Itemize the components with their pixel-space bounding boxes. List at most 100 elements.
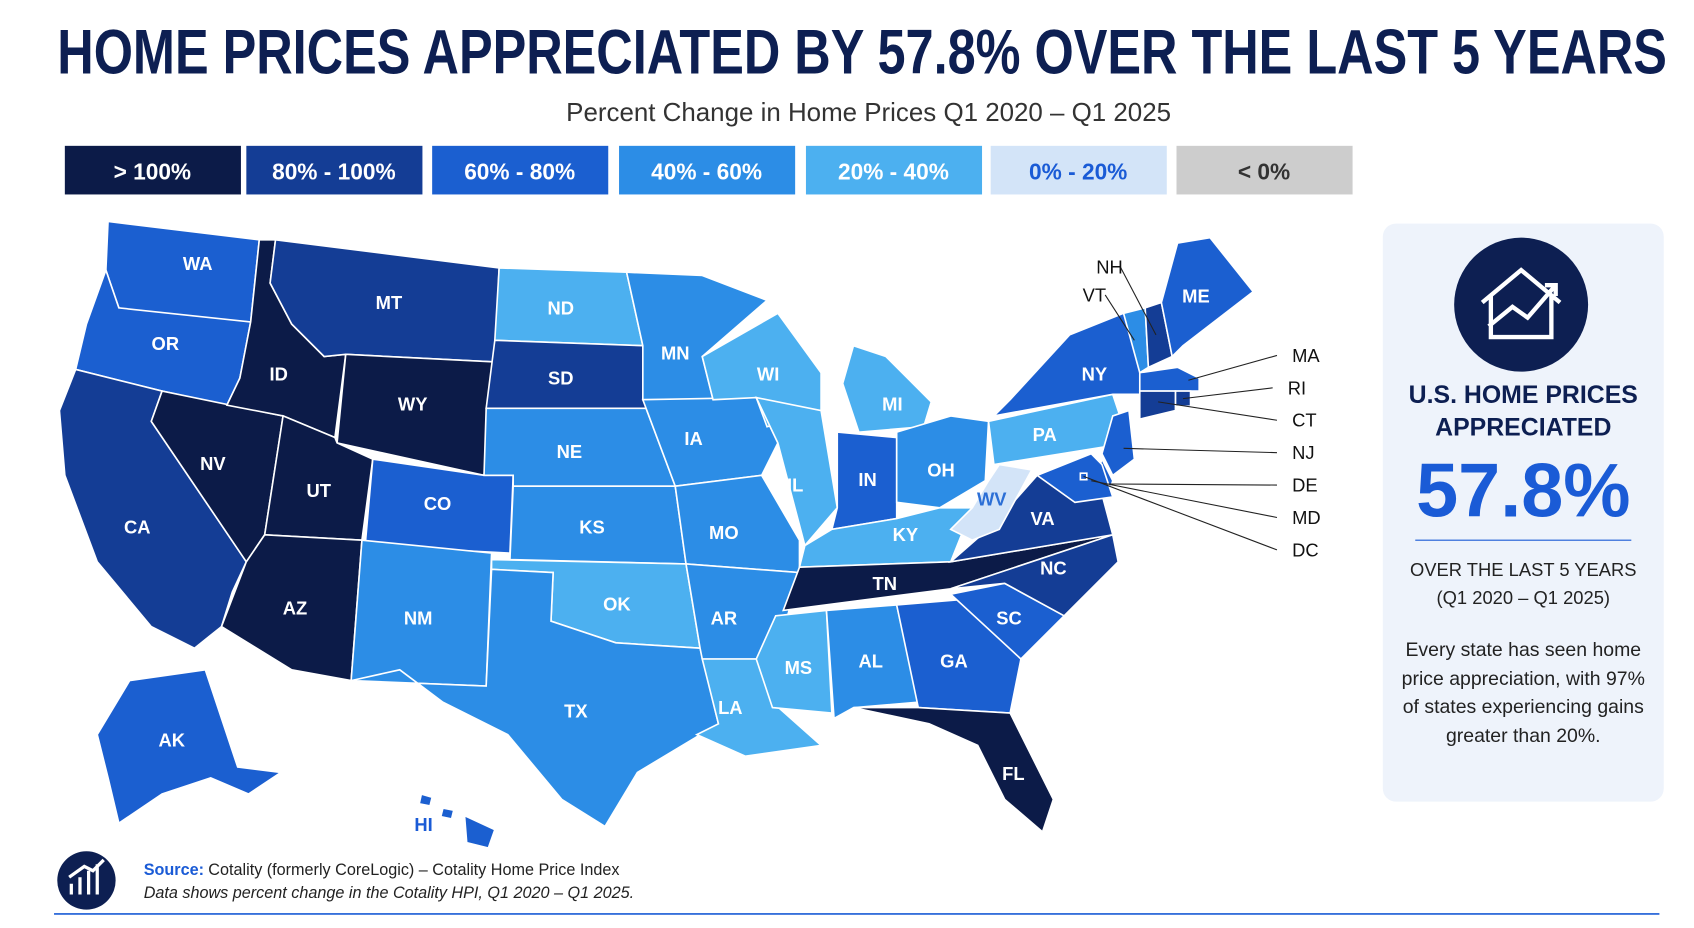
legend-swatch [990,145,1167,195]
state-label: MD [1292,507,1321,528]
legend-label: 60% - 80% [464,158,575,184]
state-label: MA [1292,345,1320,366]
state-label: AL [859,651,883,672]
state-label: MN [661,343,690,364]
state-label: MO [709,522,739,543]
state-label: VT [1083,284,1106,305]
state [1160,236,1255,359]
source-label: Source: [144,861,204,879]
state [674,474,801,574]
state-label: DC [1292,539,1319,560]
map: WA OR CA NV ID MT WY UT CO AZ NM ND SD NE KS OK TX MN IA MO… [58,220,1321,850]
state-label: NM [404,607,433,628]
state-label: UT [306,480,331,501]
state-label: AK [159,730,186,751]
legend-swatch [805,145,983,195]
leader-line [1188,354,1278,381]
state-label: MS [785,657,813,678]
state-label: MI [882,394,902,415]
state-label: AR [711,607,738,628]
callout-panel [1382,223,1664,802]
state-label: OR [152,333,180,354]
state-label: DE [1292,475,1318,496]
footer-source: Source: Cotality (formerly CoreLogic) – C… [144,861,620,879]
state-label: ND [547,297,574,318]
source-text: Cotality (formerly CoreLogic) – Cotality… [208,861,619,879]
state-label: WY [398,394,428,415]
state-label: TX [564,700,588,721]
leader-line [1119,266,1157,336]
state [950,533,1120,617]
state-label: CO [424,493,452,514]
state-label: TN [873,573,897,594]
state-label: KS [579,517,605,538]
state-label: GA [940,651,968,672]
house-icon [1454,237,1589,372]
state-label: WV [977,489,1007,510]
leader-line [1107,483,1277,486]
state [1138,390,1177,421]
footer-icon-lines [68,858,105,895]
leader-line [1123,447,1277,454]
legend: > 100% 80% - 100% 60% - 80% 40% - 60% 20% - … [64,145,1353,195]
state [949,463,1033,542]
state [841,344,933,433]
state-label: WA [183,253,213,274]
state-label: NJ [1292,442,1314,463]
state-label: SD [548,368,574,389]
legend-swatch [1176,145,1353,195]
legend-label: > 100% [114,158,192,184]
callout-period: OVER THE LAST 5 YEARS [1410,559,1637,580]
state [991,312,1144,418]
state-label: OH [927,459,955,480]
state-label: ID [270,363,288,384]
state-label: AZ [283,598,307,619]
legend-swatch [64,145,241,195]
legend-label: 40% - 60% [651,158,762,184]
title: HOME PRICES APPRECIATED BY 57.8% OVER TH… [57,17,1667,87]
footer-icon [57,851,116,910]
state-label: CT [1292,410,1316,431]
state-label: PA [1033,424,1057,445]
state [418,793,496,850]
legend-swatch [432,145,609,195]
state [1101,409,1136,477]
state-label: CA [124,517,151,538]
legend-label: < 0% [1238,158,1290,184]
legend-label: 20% - 40% [838,158,949,184]
state-label: NY [1082,363,1108,384]
state-label: OK [603,593,631,614]
labels: WA OR CA NV ID MT WY UT CO AZ NM ND SD NE KS OK TX MN IA MO… [124,253,1321,835]
leader-line [1083,475,1278,551]
state-label: LA [718,697,742,718]
state-label: IN [858,469,876,490]
state-label: NE [557,441,583,462]
state [755,609,833,714]
leader-line [1104,294,1135,341]
state-label: KY [893,524,919,545]
state-label: VA [1030,508,1054,529]
state-label: IA [684,428,702,449]
callout-range: (Q1 2020 – Q1 2025) [1437,587,1611,608]
state-label: NC [1040,558,1067,579]
callout-title: U.S. HOME PRICES APPRECIATED [1408,380,1638,441]
state-label: HI [414,814,432,835]
callout-value: 57.8% [1416,449,1630,533]
legend-label: 0% - 20% [1029,158,1127,184]
leader-line [1182,387,1273,400]
state [96,668,284,825]
state-label: NH [1096,256,1123,277]
legend-label: 80% - 100% [272,158,396,184]
house-icon-lines [1480,267,1562,340]
state-label: NV [200,453,226,474]
state-label: SC [996,607,1022,628]
leader-line [1091,480,1278,519]
state-label: ME [1182,285,1210,306]
state [1035,452,1114,504]
state-label: IL [787,475,803,496]
state-label: MT [376,292,403,313]
state [350,568,720,828]
legend-swatch [246,145,423,195]
